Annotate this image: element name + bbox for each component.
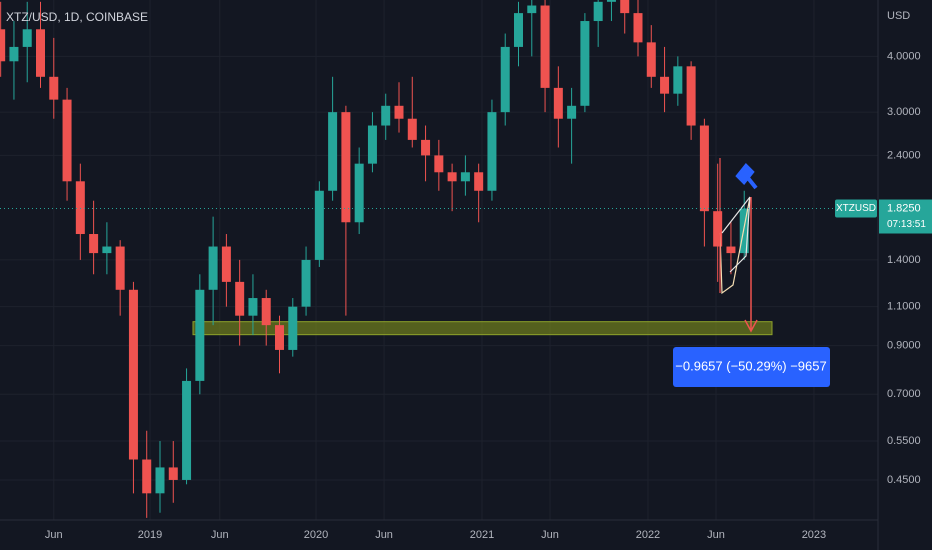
chart-title: XTZ/USD, 1D, COINBASE [6,10,148,24]
candle-body [460,172,470,182]
x-tick-label: 2019 [138,529,162,541]
candle-body [22,29,32,47]
wedge-line [721,196,751,234]
x-tick-label: Jun [375,529,393,541]
y-tick-label: 1.1000 [887,301,921,313]
candle-body [713,211,723,247]
candle-body [35,29,45,77]
y-tick-label: 0.4500 [887,474,921,486]
candle-body [660,76,670,94]
candle-body [0,29,6,62]
candle-body [75,181,85,235]
candle-body [394,105,404,119]
candle-body [128,289,138,460]
wedge-line [719,196,751,295]
candle-body [686,66,696,126]
y-tick-label: 0.9000 [887,339,921,351]
candle-body [739,208,749,254]
x-tick-label: Jun [707,529,725,541]
currency-label: USD [887,10,910,22]
candle-body [593,1,603,22]
candle-body [168,467,178,480]
candle-body [434,155,444,173]
candle-body [261,298,271,326]
candle-body [288,306,298,350]
measure-arrow-head [744,319,758,333]
candle-body [381,105,391,126]
candle-body [115,246,125,290]
candle-body [49,76,59,100]
candle-body [221,246,231,282]
x-tick-label: Jun [541,529,559,541]
candle-body [540,5,550,88]
candle-body [726,246,736,254]
candle-body [487,112,497,191]
candle-body [155,467,165,494]
candle-body [567,105,577,119]
countdown: 07:13:51 [887,219,926,230]
candle-body [235,281,245,316]
candle-body [89,234,99,254]
candle-body [341,112,351,223]
y-tick-label: 3.0000 [887,106,921,118]
candle-body [500,46,510,113]
candle-body [580,21,590,106]
candle-body [301,259,311,307]
candle-body [314,190,324,260]
y-tick-label: 2.4000 [887,149,921,161]
candle-body [514,13,524,47]
candle-body [274,325,284,350]
support-zone [192,321,773,336]
candle-body [474,172,484,191]
candle-body [102,246,112,254]
candle-body [248,298,258,316]
candle-body [421,139,431,156]
plot-area [0,0,773,518]
price-tag: 1.8250 [887,202,921,214]
x-tick-label: 2020 [304,529,328,541]
candle-body [447,172,457,182]
candle-body [367,125,377,164]
candle-body [673,66,683,94]
y-tick-label: 4.0000 [887,50,921,62]
y-tick-label: 0.5500 [887,435,921,447]
x-tick-label: Jun [45,529,63,541]
y-tick-label: 1.4000 [887,254,921,266]
measurement-box [673,347,830,387]
price-tag-bg [879,199,932,234]
x-tick-label: 2021 [470,529,494,541]
drawings [719,158,758,333]
candle-body [208,246,218,290]
y-tick-label: 0.7000 [887,388,921,400]
x-tick-label: Jun [211,529,229,541]
candle-body [699,125,709,212]
candle-body [646,42,656,77]
candle-body [527,5,537,14]
candle-body [354,163,364,223]
candle-body [182,380,192,480]
candle-body [195,289,205,381]
x-tick-label: 2022 [636,529,660,541]
candle-body [9,46,19,62]
candle-body [620,0,630,14]
grid [0,0,878,520]
candle-body [328,112,338,191]
candle-body [62,99,72,182]
candle-body [407,118,417,140]
candle-body [606,0,616,2]
symbol-tag: XTZUSD [836,203,876,214]
x-tick-label: 2023 [802,529,826,541]
pencil-icon [735,163,758,190]
candle-body [633,13,643,43]
symbol-tag-bg [835,199,877,218]
measurement-label: −0.9657 (−50.29%) −9657 [675,358,826,373]
candle-body [553,87,563,119]
candle-body [142,459,152,494]
wedge-line [729,196,751,273]
